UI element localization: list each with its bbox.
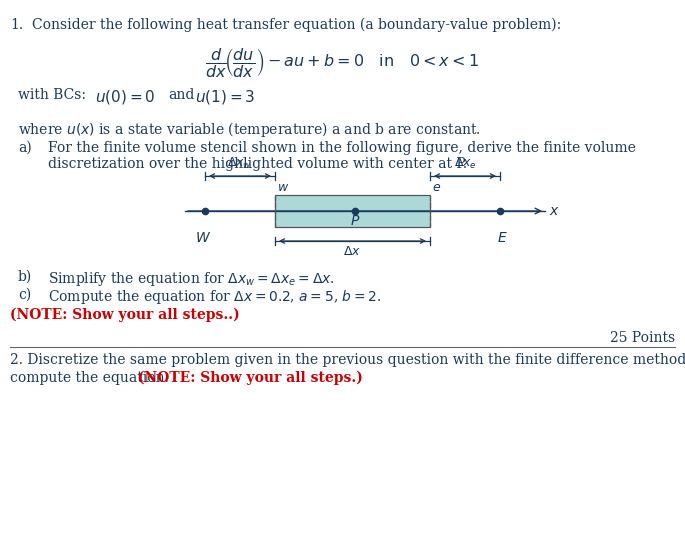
Text: For the finite volume stencil shown in the following figure, derive the finite v: For the finite volume stencil shown in t… xyxy=(48,141,636,155)
Text: $u(0)=0$: $u(0)=0$ xyxy=(95,88,155,106)
Text: and: and xyxy=(168,88,195,102)
Text: $\Delta x$: $\Delta x$ xyxy=(343,245,362,258)
Text: $P$: $P$ xyxy=(350,214,360,228)
Text: c): c) xyxy=(18,288,32,302)
Text: $x$: $x$ xyxy=(549,204,560,218)
Text: Compute the equation for $\Delta x = 0.2$, $a = 5$, $b = 2$.: Compute the equation for $\Delta x = 0.2… xyxy=(48,288,382,306)
Text: $\Delta x_w$: $\Delta x_w$ xyxy=(227,156,253,171)
Text: $u(1)=3$: $u(1)=3$ xyxy=(195,88,256,106)
Text: 1.: 1. xyxy=(10,18,23,32)
Text: $e$: $e$ xyxy=(432,181,441,194)
Text: 2. Discretize the same problem given in the previous question with the finite di: 2. Discretize the same problem given in … xyxy=(10,353,685,367)
Bar xyxy=(275,195,430,227)
Text: $W$: $W$ xyxy=(195,231,211,245)
Text: a): a) xyxy=(18,141,32,155)
Text: compute the equation.: compute the equation. xyxy=(10,371,173,385)
Text: (NOTE: Show your all steps..): (NOTE: Show your all steps..) xyxy=(10,308,240,322)
Text: Consider the following heat transfer equation (a boundary-value problem):: Consider the following heat transfer equ… xyxy=(32,18,561,33)
Text: b): b) xyxy=(18,270,32,284)
Text: (NOTE: Show your all steps.): (NOTE: Show your all steps.) xyxy=(138,371,363,385)
Text: with BCs:: with BCs: xyxy=(18,88,86,102)
Text: $w$: $w$ xyxy=(277,181,289,194)
Text: $\dfrac{d}{dx}\!\left(\dfrac{du}{dx}\right)-au+b=0$$\quad\mathrm{in}\quad 0<x<1$: $\dfrac{d}{dx}\!\left(\dfrac{du}{dx}\rig… xyxy=(205,46,479,79)
Text: where $u(x)$ is a state variable (temperature) a and b are constant.: where $u(x)$ is a state variable (temper… xyxy=(18,120,481,139)
Text: $E$: $E$ xyxy=(497,231,508,245)
Text: 25 Points: 25 Points xyxy=(610,331,675,345)
Text: $\Delta x_e$: $\Delta x_e$ xyxy=(453,156,477,171)
Text: Simplify the equation for $\Delta x_w = \Delta x_e = \Delta x$.: Simplify the equation for $\Delta x_w = … xyxy=(48,270,335,288)
Text: discretization over the highlighted volume with center at P.: discretization over the highlighted volu… xyxy=(48,157,467,171)
